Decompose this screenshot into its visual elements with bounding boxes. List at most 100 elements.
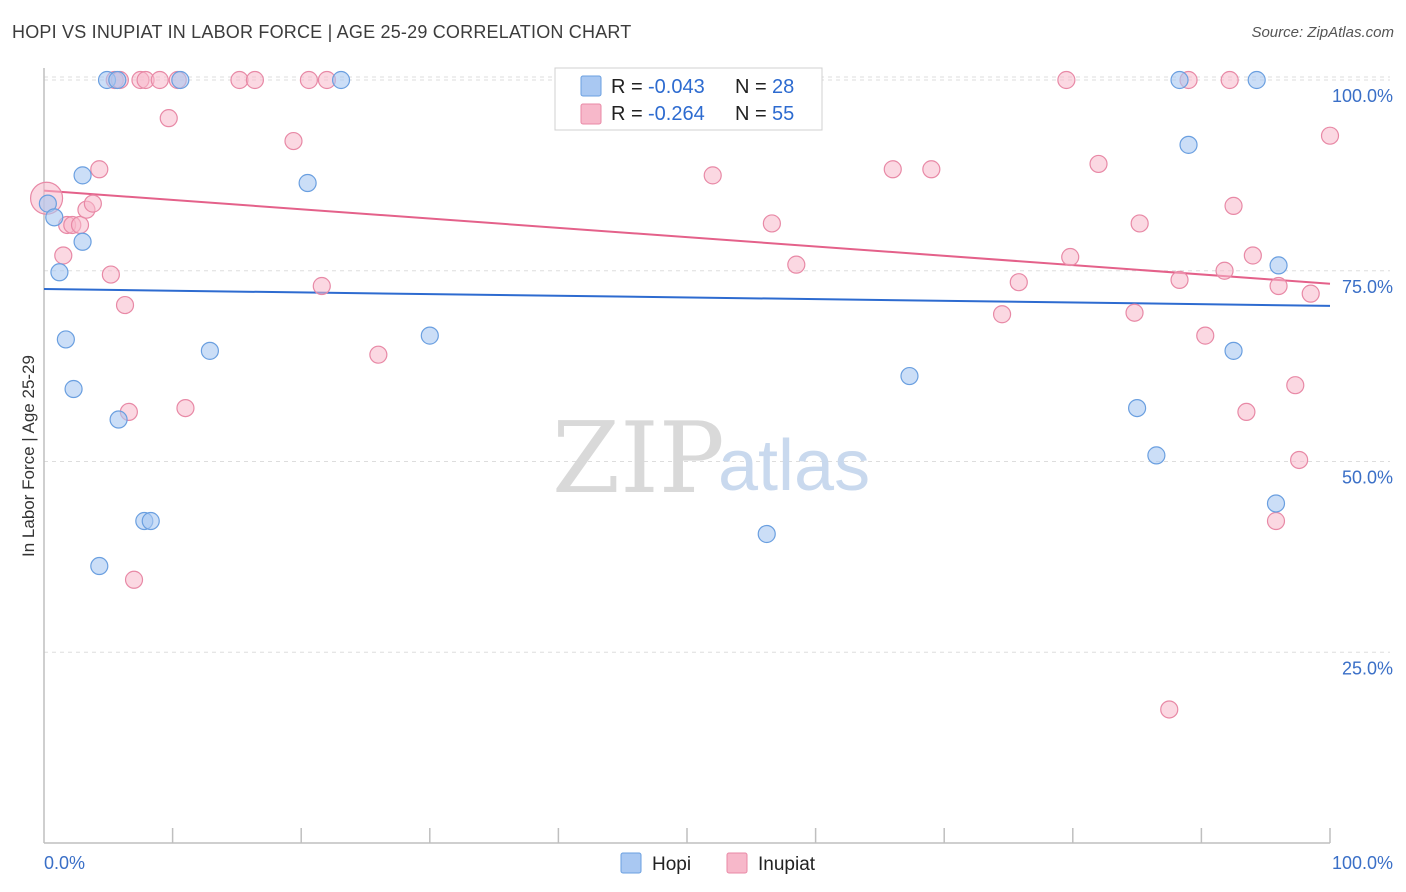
y-tick-label: 75.0%: [1342, 277, 1393, 297]
inupiat-point: [101, 265, 120, 284]
hopi-point: [1247, 70, 1266, 90]
hopi-point: [420, 326, 439, 345]
inupiat-point: [245, 70, 265, 90]
inupiat-point: [230, 70, 249, 90]
inupiat-point: [787, 255, 806, 274]
inupiat-point: [83, 194, 102, 213]
hopi-point: [1269, 256, 1288, 275]
legend-inupiat-r-label: R =: [611, 103, 643, 125]
hopi-point: [45, 208, 64, 227]
legend-hopi-n-value: 28: [772, 76, 794, 98]
y-tick-labels: 25.0% 50.0% 75.0% 100.0%: [1332, 86, 1393, 678]
y-tick-label: 100.0%: [1332, 86, 1393, 106]
hopi-points: [38, 70, 1288, 576]
inupiat-point: [115, 295, 135, 315]
inupiat-point: [1290, 450, 1309, 470]
watermark-zip: ZIP: [552, 402, 725, 516]
hopi-point: [298, 173, 317, 193]
inupiat-point: [369, 345, 388, 364]
hopi-point: [200, 341, 219, 360]
correlation-legend: R = -0.043 N = 28 R = -0.264 N = 55: [554, 67, 823, 131]
inupiat-point: [1286, 376, 1305, 395]
bottom-legend-hopi-label: Hopi: [652, 854, 691, 875]
inupiat-point: [1057, 70, 1076, 90]
hopi-point: [73, 166, 92, 185]
legend-hopi-r-value: -0.043: [648, 76, 705, 98]
bottom-legend-hopi-swatch: [620, 852, 642, 874]
inupiat-point: [883, 160, 902, 179]
inupiat-point: [1125, 303, 1144, 322]
legend-hopi-swatch: [580, 75, 602, 97]
legend-hopi-n-label: N =: [735, 76, 767, 98]
y-axis-title: In Labor Force | Age 25-29: [19, 355, 38, 557]
legend-inupiat-swatch: [580, 103, 602, 125]
y-tick-label: 50.0%: [1342, 468, 1393, 488]
inupiat-point: [1215, 261, 1234, 280]
hopi-point: [64, 379, 83, 399]
inupiat-point: [1224, 196, 1243, 215]
trend-lines: [43, 189, 1331, 307]
inupiat-point: [703, 166, 722, 185]
inupiat-point: [1089, 154, 1108, 174]
hopi-point: [109, 410, 128, 429]
watermark-atlas: atlas: [718, 426, 870, 506]
legend-inupiat-r-value: -0.264: [648, 103, 705, 125]
inupiat-point: [1320, 126, 1340, 145]
inupiat-point: [150, 70, 169, 90]
inupiat-point: [312, 276, 331, 296]
hopi-point: [90, 556, 109, 576]
hopi-point: [141, 511, 160, 531]
inupiat-point: [90, 160, 109, 179]
x-ticks: [171, 828, 1331, 843]
hopi-point: [900, 366, 919, 386]
hopi-point: [331, 70, 351, 90]
legend-inupiat-n-label: N =: [735, 103, 767, 125]
hopi-point: [1179, 135, 1198, 154]
inupiat-point: [1301, 284, 1320, 303]
inupiat-trend-line: [43, 189, 1331, 285]
series-legend: Hopi Inupiat: [620, 852, 816, 875]
inupiat-point: [284, 131, 303, 151]
grid: [44, 76, 1390, 653]
inupiat-point: [299, 70, 319, 90]
inupiat-point: [762, 214, 781, 233]
inupiat-point: [1237, 402, 1256, 422]
inupiat-point: [1160, 700, 1179, 719]
chart-title: HOPI VS INUPIAT IN LABOR FORCE | AGE 25-…: [12, 22, 632, 42]
inupiat-point: [176, 398, 195, 418]
inupiat-point: [1220, 70, 1239, 90]
hopi-point: [757, 524, 776, 544]
inupiat-point: [159, 109, 178, 128]
inupiat-point: [1009, 273, 1028, 292]
hopi-point: [171, 70, 190, 90]
inupiat-point: [1196, 326, 1215, 345]
inupiat-point: [922, 160, 941, 179]
hopi-point: [108, 70, 127, 90]
hopi-point: [1224, 341, 1243, 360]
inupiat-point: [1243, 246, 1262, 265]
bottom-legend-inupiat-label: Inupiat: [758, 854, 816, 875]
legend-hopi-r-label: R =: [611, 76, 643, 98]
source-label: Source: ZipAtlas.com: [1251, 24, 1394, 41]
inupiat-point: [1266, 511, 1286, 531]
hopi-point: [1170, 70, 1189, 90]
inupiat-points: [29, 70, 1340, 719]
x-tick-label-min: 0.0%: [44, 853, 85, 873]
hopi-point: [1147, 446, 1166, 465]
inupiat-point: [992, 305, 1012, 324]
hopi-trend-line: [43, 288, 1331, 307]
x-tick-label-max: 100.0%: [1332, 853, 1393, 873]
hopi-point: [50, 263, 69, 282]
legend-inupiat-n-value: 55: [772, 103, 794, 125]
inupiat-point: [1269, 276, 1288, 296]
inupiat-point: [70, 215, 90, 235]
hopi-point: [1127, 398, 1147, 418]
inupiat-point: [124, 570, 144, 589]
inupiat-point: [1130, 214, 1149, 233]
inupiat-point: [1061, 247, 1080, 267]
inupiat-point: [54, 246, 73, 265]
hopi-point: [1266, 494, 1286, 513]
hopi-point: [73, 232, 92, 251]
hopi-point: [56, 330, 75, 349]
